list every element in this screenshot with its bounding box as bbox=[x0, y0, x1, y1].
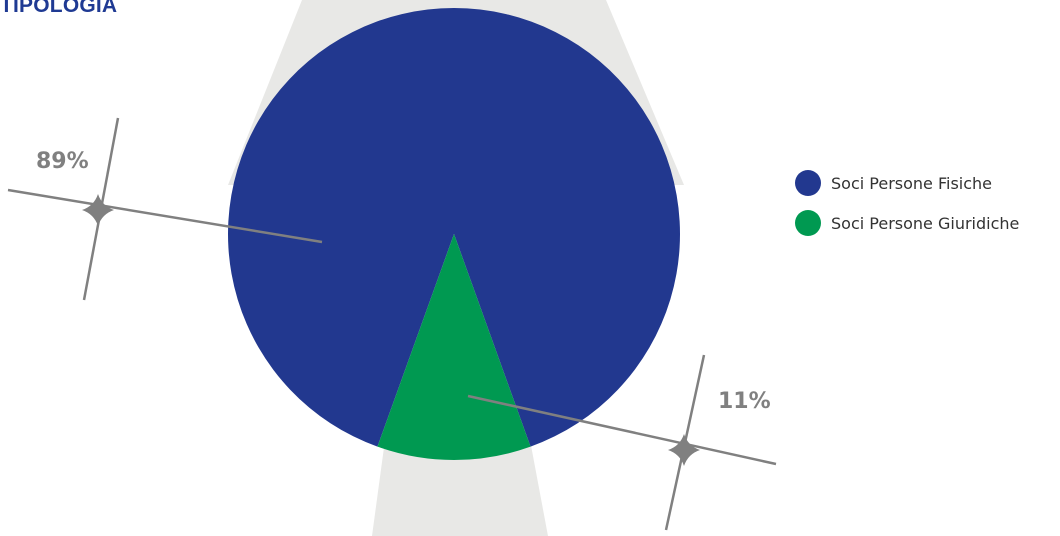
callout-junction bbox=[82, 194, 114, 226]
chart-backdrop-bottom bbox=[372, 440, 548, 536]
pie-slice-soci-persone-fisiche bbox=[227, 7, 680, 447]
callout-line bbox=[7, 188, 323, 244]
value-label-soci-persone-giuridiche: 11% bbox=[718, 389, 771, 414]
legend-item-soci-persone-fisiche: Soci Persone Fisiche bbox=[795, 170, 1019, 196]
pie-slices bbox=[227, 7, 680, 460]
pie-slice-soci-persone-giuridiche bbox=[377, 234, 531, 460]
value-label-soci-persone-fisiche: 89% bbox=[36, 149, 89, 174]
legend-item-soci-persone-giuridiche: Soci Persone Giuridiche bbox=[795, 210, 1019, 236]
callout-line bbox=[467, 394, 777, 466]
legend: Soci Persone Fisiche Soci Persone Giurid… bbox=[795, 170, 1019, 250]
callout-soci-persone-giuridiche bbox=[467, 354, 777, 531]
legend-swatch-soci-persone-giuridiche bbox=[795, 210, 821, 236]
callout-junction bbox=[668, 434, 700, 466]
callout-soci-persone-fisiche bbox=[7, 117, 323, 301]
value-labels: 89% 11% bbox=[36, 149, 771, 414]
legend-label-soci-persone-fisiche: Soci Persone Fisiche bbox=[831, 173, 993, 193]
chart-title: TIPOLOGIA bbox=[0, 0, 118, 17]
legend-swatch-soci-persone-fisiche bbox=[795, 170, 821, 196]
callout-lines bbox=[7, 117, 777, 531]
legend-label-soci-persone-giuridiche: Soci Persone Giuridiche bbox=[831, 213, 1020, 233]
